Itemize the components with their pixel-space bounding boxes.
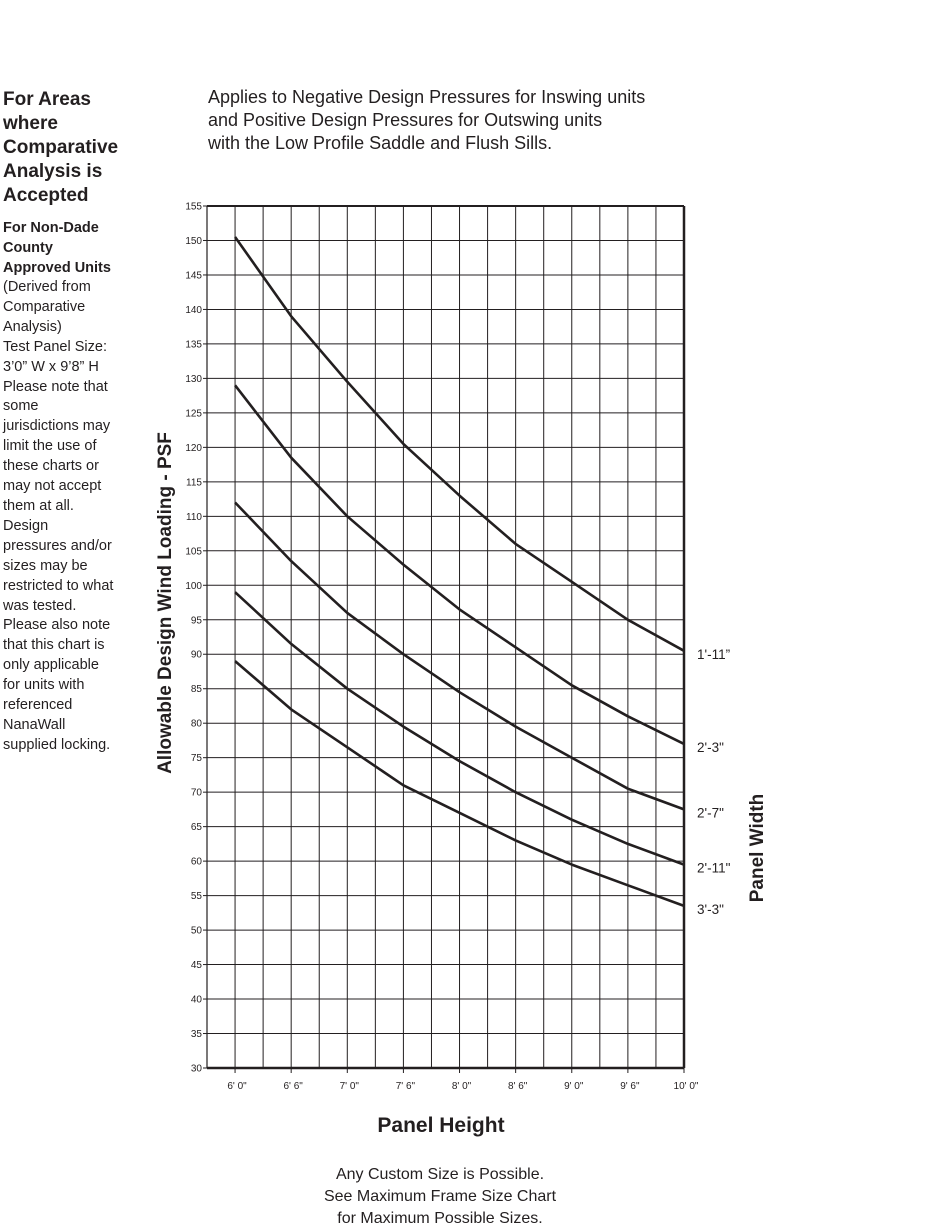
- series-label: 2'-3": [697, 740, 724, 755]
- sidebar-heading-line: Analysis is: [3, 161, 103, 182]
- sidebar-note-line: Analysis): [3, 318, 62, 335]
- footer-note: Any Custom Size is Possible. See Maximum…: [240, 1164, 640, 1230]
- y-tick-label: 155: [185, 202, 202, 213]
- sidebar-subheading-line: For Non-Dade: [3, 220, 99, 236]
- sidebar-heading-line: where: [3, 113, 58, 134]
- footer-line: Any Custom Size is Possible.: [335, 1166, 545, 1183]
- y-tick-label: 40: [191, 995, 203, 1006]
- sidebar-note-line: may not accept: [3, 478, 102, 495]
- sidebar-note-line: was tested.: [3, 597, 77, 614]
- series-line: [234, 591, 685, 866]
- y-tick-label: 95: [191, 615, 203, 626]
- series-line: [234, 236, 685, 652]
- sidebar-note-line: jurisdictions may: [3, 418, 111, 435]
- sidebar-note-line: restricted to what: [3, 577, 114, 594]
- sidebar-heading: For Areas where Comparative Analysis is …: [3, 88, 153, 208]
- sidebar-note-line: only applicable: [3, 657, 99, 674]
- y-tick-label: 135: [185, 339, 202, 350]
- chart-applicability-note: Applies to Negative Design Pressures for…: [208, 86, 645, 155]
- y-tick-label: 115: [186, 477, 202, 488]
- sidebar-note-line: for units with: [3, 677, 85, 694]
- y-tick-label: 110: [186, 512, 202, 523]
- sidebar-note-line: referenced: [3, 697, 73, 714]
- footer-line: See Maximum Frame Size Chart: [323, 1188, 557, 1205]
- sidebar-note-line: NanaWall: [3, 716, 66, 733]
- y-tick-label: 125: [185, 408, 202, 419]
- y-tick-label: 100: [185, 581, 202, 592]
- sidebar-note-line: (Derived from: [3, 279, 91, 295]
- series-label: 2'-7": [697, 805, 724, 820]
- x-tick-label: 6' 0": [227, 1081, 247, 1092]
- sidebar-note-line: supplied locking.: [3, 736, 111, 753]
- y-tick-label: 150: [185, 236, 202, 247]
- sidebar-note-line: sizes may be: [3, 557, 88, 574]
- y-tick-label: 60: [191, 857, 203, 868]
- y-tick-label: 90: [191, 650, 203, 661]
- sidebar-subheading-line: Approved Units: [3, 260, 111, 276]
- y-tick-label: 65: [191, 822, 203, 833]
- legend-title: Panel Width: [747, 794, 768, 903]
- sidebar-note-line: Please note that: [3, 378, 108, 395]
- y-tick-label: 70: [191, 788, 203, 799]
- header-line: Applies to Negative Design Pressures for…: [208, 87, 646, 107]
- header-line: and Positive Design Pressures for Outswi…: [208, 110, 603, 130]
- y-tick-label: 30: [191, 1064, 203, 1075]
- y-axis-title: Allowable Design Wind Loading - PSF: [155, 432, 176, 774]
- sidebar-note-line: pressures and/or: [3, 537, 112, 554]
- sidebar-note-line: them at all.: [3, 497, 74, 514]
- sidebar-note-line: that this chart is: [3, 637, 105, 654]
- sidebar-heading-line: For Areas: [3, 89, 91, 110]
- y-tick-label: 45: [191, 960, 203, 971]
- sidebar-note-line: some: [3, 398, 39, 415]
- y-tick-label: 35: [191, 1029, 203, 1040]
- sidebar-note-line: Design: [3, 517, 49, 534]
- sidebar-note-line: limit the use of: [3, 438, 97, 455]
- sidebar-note-line: Comparative: [3, 298, 86, 315]
- y-tick-label: 140: [185, 305, 202, 316]
- x-tick-label: 6' 6": [283, 1081, 303, 1092]
- y-tick-label: 120: [185, 443, 202, 454]
- y-tick-label: 55: [191, 891, 203, 902]
- y-tick-label: 50: [191, 926, 203, 937]
- y-tick-label: 85: [191, 684, 203, 695]
- x-axis-title: Panel Height: [377, 1114, 504, 1137]
- series-line: [234, 660, 685, 908]
- x-tick-label: 9' 6": [620, 1081, 640, 1092]
- series-label: 3'-3": [697, 902, 724, 917]
- series-label: 1'-11”: [697, 647, 730, 662]
- footer-line: for Maximum Possible Sizes.: [337, 1210, 543, 1227]
- sidebar-subheading: For Non-Dade County Approved Units: [3, 218, 153, 278]
- series-line: [234, 384, 685, 746]
- x-tick-label: 8' 6": [508, 1081, 528, 1092]
- series-label: 2'-11": [697, 861, 731, 876]
- sidebar-subheading-line: County: [3, 240, 53, 256]
- sidebar-note-line: Test Panel Size:: [3, 338, 107, 355]
- sidebar-heading-line: Comparative: [3, 137, 119, 158]
- sidebar-note-line: Please also note: [3, 617, 111, 634]
- y-tick-label: 145: [185, 270, 202, 281]
- x-tick-label: 7' 0": [340, 1081, 360, 1092]
- y-tick-label: 75: [191, 753, 203, 764]
- sidebar-note-line: these charts or: [3, 458, 99, 475]
- y-tick-label: 130: [185, 374, 202, 385]
- chart-grid: [206, 205, 686, 1070]
- header-line: with the Low Profile Saddle and Flush Si…: [208, 133, 553, 153]
- y-tick-label: 80: [191, 719, 203, 730]
- sidebar-note: For Areas where Comparative Analysis is …: [3, 88, 153, 756]
- chart-series-labels: 1'-11” 2'-3" 2'-7" 2'-11" 3'-3": [697, 647, 731, 917]
- x-tick-label: 9' 0": [564, 1081, 584, 1092]
- chart-ticks: 30 35 40 45 50 55 60 65 70 75 80 85 90 95 100 105 110 115…: [185, 202, 699, 1093]
- x-tick-label: 8' 0": [452, 1081, 472, 1092]
- series-line: [234, 501, 685, 811]
- sidebar-heading-line: Accepted: [3, 185, 89, 206]
- wind-load-chart: 30 35 40 45 50 55 60 65 70 75 80 85 90 95 100 105 110 115…: [155, 202, 768, 1138]
- x-tick-label: 7' 6": [396, 1081, 416, 1092]
- y-tick-label: 105: [185, 546, 202, 557]
- x-tick-label: 10' 0": [674, 1081, 699, 1092]
- sidebar-disclaimer: (Derived from Comparative Analysis) Test…: [3, 278, 153, 756]
- sidebar-note-line: 3’0” W x 9’8” H: [3, 358, 99, 375]
- chart-series: [234, 236, 685, 908]
